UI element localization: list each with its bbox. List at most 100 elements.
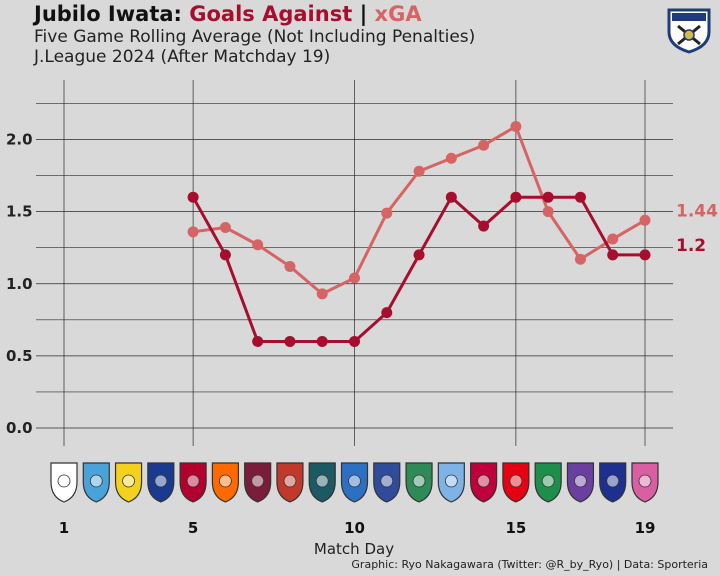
team-crest-icon [667, 8, 711, 54]
badge-emblem [89, 474, 103, 488]
x-tick-label: 5 [188, 519, 198, 537]
badge-emblem [412, 474, 426, 488]
opponent-badge-icon [179, 462, 207, 503]
data-point-xga [542, 206, 554, 218]
badge-emblem [444, 474, 458, 488]
badge-emblem [348, 474, 361, 488]
badge-emblem [477, 474, 491, 488]
data-point-goals-against [510, 191, 522, 203]
opponent-badge-icon [373, 462, 401, 503]
data-point-xga [413, 165, 425, 177]
opponent-badge-icon [147, 462, 175, 503]
data-point-xga [219, 221, 231, 233]
badge-emblem [122, 474, 135, 488]
data-point-goals-against [574, 191, 586, 203]
opponent-badge-icon [566, 462, 595, 503]
chart-title: Jubilo Iwata: Goals Against | xGA [34, 1, 475, 27]
data-point-xga [252, 239, 264, 251]
opponent-badge-icon [276, 462, 304, 503]
data-point-xga [187, 226, 199, 238]
y-tick-label: 0.5 [6, 347, 33, 365]
x-axis-label: Match Day [314, 540, 394, 558]
data-point-xga [607, 233, 619, 245]
series-lines [191, 125, 646, 343]
opponent-badge-icon [534, 462, 562, 503]
data-point-goals-against [639, 249, 651, 261]
data-point-goals-against [478, 220, 490, 232]
opponent-badge-icon [244, 462, 272, 503]
opponent-badge-icon [308, 462, 336, 503]
title-team: Jubilo Iwata: [34, 2, 182, 26]
y-tick-label: 2.0 [6, 131, 33, 149]
data-point-xga [284, 260, 296, 272]
title-block: Jubilo Iwata: Goals Against | xGA Five G… [34, 1, 475, 67]
opponent-badge-icon [405, 462, 433, 503]
data-point-xga [381, 207, 393, 219]
data-point-goals-against [187, 191, 199, 203]
end-label-xga: 1.44 [676, 201, 718, 221]
data-point-xga [639, 214, 651, 226]
opponent-badge-icon [631, 462, 659, 503]
badge-emblem [218, 474, 232, 488]
data-point-xga [478, 139, 490, 151]
chart-subtitle-2: J.League 2024 (After Matchday 19) [34, 47, 331, 67]
opponent-badge-icon [470, 462, 498, 503]
chart-caption: Graphic: Ryo Nakagawara (Twitter: @R_by_… [351, 558, 708, 571]
x-tick-labels: 1 5 10 15 19 [59, 519, 656, 537]
opponent-badges [50, 462, 659, 503]
data-point-xga [510, 121, 522, 133]
data-point-goals-against [284, 335, 296, 347]
badge-emblem [606, 474, 620, 488]
opponent-badge-icon [599, 462, 627, 503]
badge-emblem [315, 474, 329, 488]
x-tick-label: 19 [635, 519, 656, 537]
opponent-badge-icon [340, 462, 369, 503]
opponent-badge-icon [114, 462, 143, 503]
title-xga: xGA [374, 2, 422, 26]
grid-lines [36, 80, 673, 446]
opponent-badge-icon [50, 462, 78, 503]
data-point-goals-against [413, 249, 425, 261]
data-point-goals-against [349, 335, 360, 347]
opponent-badge-icon [211, 462, 239, 503]
badge-emblem [57, 474, 71, 488]
opponent-badge-icon [82, 462, 110, 503]
data-point-goals-against [381, 307, 393, 319]
badge-emblem [186, 474, 200, 488]
series-line-xga [192, 125, 646, 296]
chart-subtitle-1: Five Game Rolling Average (Not Including… [34, 27, 476, 47]
opponent-badge-icon [502, 462, 530, 503]
badge-emblem [154, 474, 168, 488]
y-tick-label: 1.5 [6, 203, 33, 221]
data-point-goals-against [542, 191, 554, 203]
data-point-goals-against [607, 249, 619, 261]
badge-emblem [638, 474, 652, 488]
badge-emblem [380, 474, 394, 488]
x-tick-label: 1 [59, 519, 69, 537]
data-point-xga [349, 272, 360, 284]
y-tick-label: 0.0 [6, 419, 33, 437]
data-point-goals-against [445, 191, 457, 203]
data-point-goals-against [219, 249, 231, 261]
data-point-xga [316, 288, 328, 300]
data-point-goals-against [252, 335, 264, 347]
data-point-xga [445, 152, 457, 164]
x-tick-label: 10 [344, 519, 365, 537]
title-separator: | [359, 2, 368, 26]
data-point-goals-against [316, 335, 328, 347]
badge-emblem [509, 474, 523, 488]
data-point-xga [574, 253, 586, 265]
end-labels: 1.2 1.44 [676, 201, 718, 256]
badge-emblem [574, 474, 587, 488]
y-tick-label: 1.0 [6, 275, 33, 293]
series-points [187, 121, 651, 347]
badge-emblem [251, 474, 265, 488]
opponent-badge-icon [437, 462, 465, 503]
badge-emblem [283, 474, 297, 488]
y-tick-labels: 0.0 0.5 1.0 1.5 2.0 [6, 131, 33, 438]
x-tick-label: 15 [505, 519, 526, 537]
title-goals-against: Goals Against [189, 2, 353, 26]
badge-emblem [541, 474, 555, 488]
end-label-goals-against: 1.2 [676, 236, 706, 256]
